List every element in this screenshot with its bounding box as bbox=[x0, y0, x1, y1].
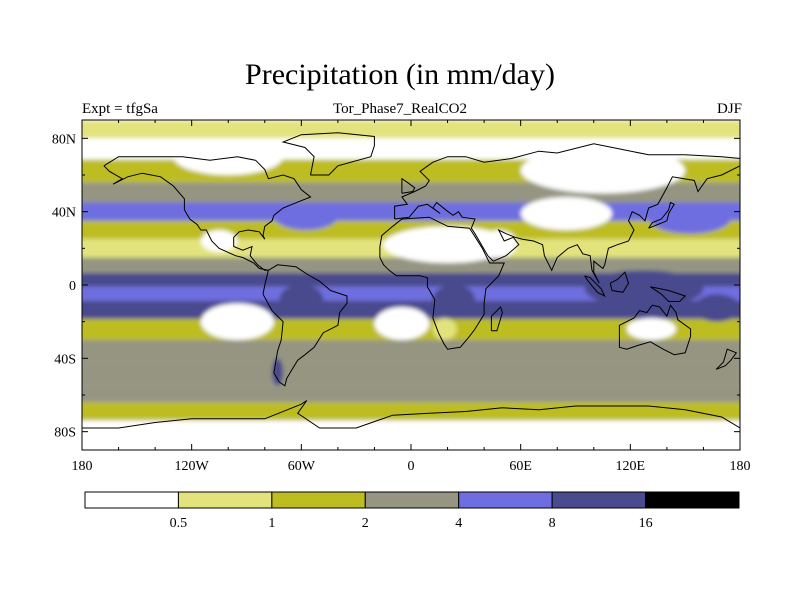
experiment-label: Expt = tfgSa bbox=[82, 101, 158, 117]
precip-band bbox=[82, 385, 740, 403]
y-tick-label: 0 bbox=[69, 279, 76, 294]
precip-feature bbox=[480, 230, 518, 258]
x-tick-label: 180 bbox=[72, 459, 93, 474]
colorbar-box bbox=[364, 491, 460, 509]
precip-feature bbox=[694, 294, 740, 322]
precip-band bbox=[82, 257, 740, 274]
colorbar-box bbox=[645, 491, 740, 509]
y-tick-label: 40S bbox=[54, 352, 76, 367]
precip-feature bbox=[648, 202, 731, 234]
precip-band bbox=[82, 120, 740, 139]
precip-band bbox=[82, 286, 740, 301]
coastline bbox=[262, 264, 348, 387]
coastline bbox=[82, 400, 740, 429]
precip-band bbox=[82, 362, 740, 386]
precip-band bbox=[82, 402, 740, 421]
coastline bbox=[715, 348, 738, 370]
precip-layer bbox=[82, 120, 740, 450]
x-tick-label: 120E bbox=[616, 459, 646, 474]
colorbar-label: 4 bbox=[455, 516, 462, 531]
precip-feature bbox=[626, 318, 677, 340]
precip-band bbox=[82, 340, 740, 363]
coastline bbox=[281, 132, 375, 176]
y-tick-label: 80N bbox=[52, 132, 76, 147]
coastlines bbox=[82, 132, 740, 429]
colorbar-label: 1 bbox=[268, 516, 275, 531]
precip-feature bbox=[374, 307, 430, 340]
coastline bbox=[609, 271, 630, 293]
season-label: DJF bbox=[716, 101, 742, 117]
precip-feature bbox=[383, 226, 512, 263]
coastline bbox=[650, 286, 687, 302]
x-tick-label: 180 bbox=[730, 459, 751, 474]
colorbar-box bbox=[271, 491, 366, 509]
x-tick-label: 0 bbox=[408, 459, 415, 474]
x-axis: 180 120W 60W 0 60E 120E 180 bbox=[72, 120, 751, 474]
colorbar-label: 2 bbox=[362, 516, 369, 531]
coastline bbox=[379, 216, 505, 350]
colorbar-box bbox=[84, 491, 179, 509]
colorbar-label: 16 bbox=[639, 516, 653, 531]
precip-feature bbox=[432, 285, 475, 313]
precip-feature bbox=[200, 230, 238, 252]
colorbar-box bbox=[177, 491, 273, 509]
x-tick-label: 120W bbox=[175, 459, 210, 474]
coastline bbox=[490, 306, 503, 332]
coastline bbox=[103, 156, 312, 271]
y-axis: 80N 40N 0 40S 80S bbox=[52, 132, 740, 441]
precip-feature bbox=[279, 285, 324, 313]
chart-title: Precipitation (in mm/day) bbox=[245, 58, 555, 91]
coastline bbox=[648, 201, 675, 229]
x-tick-label: 60W bbox=[288, 459, 316, 474]
coastline bbox=[618, 304, 692, 356]
coastline bbox=[584, 275, 606, 298]
colorbar: 0.5 1 2 4 8 16 bbox=[84, 491, 740, 531]
colorbar-label: 8 bbox=[549, 516, 556, 531]
precipitation-field bbox=[82, 120, 740, 450]
y-tick-label: 40N bbox=[52, 206, 76, 221]
colorbar-label: 0.5 bbox=[170, 516, 188, 531]
colorbar-box bbox=[551, 491, 647, 509]
coastline bbox=[401, 177, 416, 194]
colorbar-box bbox=[458, 491, 553, 509]
precip-feature bbox=[173, 138, 284, 176]
run-label: Tor_Phase7_RealCO2 bbox=[333, 101, 467, 117]
precip-band bbox=[82, 273, 740, 287]
precip-feature bbox=[200, 303, 274, 340]
precip-feature bbox=[520, 147, 686, 194]
precip-feature bbox=[273, 202, 338, 230]
x-tick-label: 60E bbox=[509, 459, 532, 474]
y-tick-label: 80S bbox=[54, 426, 76, 441]
precip-feature bbox=[520, 197, 613, 230]
coastline bbox=[394, 143, 740, 284]
precip-feature bbox=[584, 270, 704, 307]
